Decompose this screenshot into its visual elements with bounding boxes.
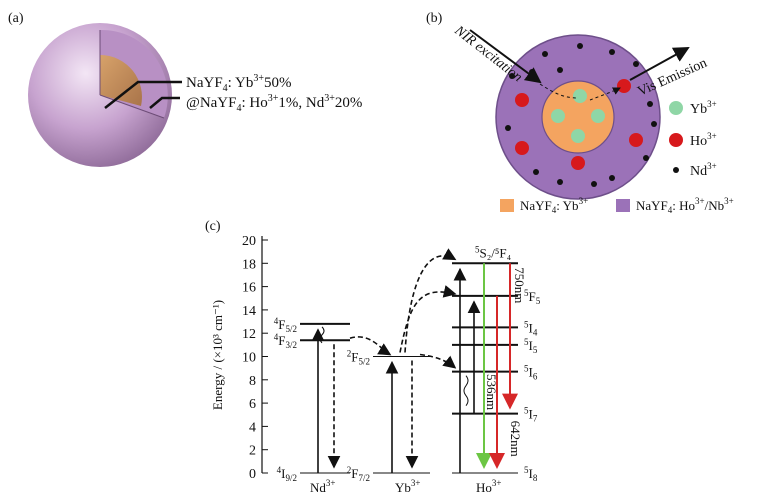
emission-label: 642nm bbox=[508, 421, 523, 457]
transfer-path-1 bbox=[539, 83, 579, 99]
y-tick-label: 8 bbox=[249, 374, 256, 389]
shell-pointer bbox=[149, 96, 180, 109]
vis-arrow bbox=[629, 47, 690, 81]
core-label: NaYF4: Yb3+50% bbox=[186, 73, 292, 94]
level-label: 2F5/2 bbox=[347, 349, 370, 367]
transfer-path-2 bbox=[589, 87, 621, 101]
panel-c: (c) 0 2 4 6 8 10 12 14 16 18 20 Energy / (×10³ cm⁻… bbox=[205, 219, 541, 495]
panel-c-tag: (c) bbox=[205, 219, 221, 234]
ho-ions bbox=[515, 79, 643, 170]
ho-nonradiative bbox=[463, 375, 469, 406]
core-pointer bbox=[104, 80, 182, 109]
y-tick-label: 14 bbox=[242, 304, 256, 319]
level-label: 5S₂/⁵F₄ bbox=[475, 244, 512, 260]
emission-label: 750nm bbox=[512, 267, 527, 303]
ion-legend: Yb3+ Ho3+ Nd3+ bbox=[669, 99, 717, 179]
yb-ho-transfer-2 bbox=[399, 285, 457, 353]
panel-a-tag: (a) bbox=[8, 11, 24, 26]
shell-label: @NaYF4: Ho3+1%, Nd3+20% bbox=[186, 93, 362, 114]
nir-arrow bbox=[469, 29, 542, 84]
level-label: 5I8 bbox=[524, 465, 538, 483]
y-tick-label: 16 bbox=[242, 281, 256, 296]
level-label: 5I5 bbox=[524, 337, 538, 355]
level-label: 2F7/2 bbox=[347, 465, 370, 483]
ion-label-nd: Nd3+ bbox=[310, 478, 335, 495]
core-region bbox=[541, 80, 615, 154]
yb-ho-transfer-3 bbox=[419, 353, 457, 369]
nd-yb-transfer bbox=[349, 336, 392, 356]
legend-yb-marker bbox=[669, 101, 683, 115]
panel-a: (a) NaYF4: Yb3+50% @NaYF4: Ho3+1%, Nd3+2… bbox=[8, 11, 362, 167]
y-tick-label: 4 bbox=[249, 420, 256, 435]
y-axis-label: Energy / (×10³ cm⁻¹) bbox=[210, 300, 225, 410]
level-label: 4F5/2 bbox=[274, 316, 297, 334]
level-label: 4I9/2 bbox=[277, 465, 297, 483]
ion-label-ho: Ho3+ bbox=[476, 478, 501, 495]
nd-nonradiative bbox=[319, 326, 325, 344]
nir-label: NIR excitation bbox=[451, 23, 525, 85]
y-tick-label: 10 bbox=[242, 351, 256, 366]
yb-ho-transfer-1 bbox=[404, 248, 457, 353]
y-tick-label: 12 bbox=[242, 327, 256, 342]
ion-label-yb: Yb3+ bbox=[395, 478, 420, 495]
legend-nd-marker bbox=[673, 167, 679, 173]
y-tick-label: 18 bbox=[242, 257, 256, 272]
level-label: 5I4 bbox=[524, 319, 538, 337]
legend-shell-swatch bbox=[616, 199, 630, 212]
level-label: 4F3/2 bbox=[274, 332, 297, 350]
y-tick-label: 0 bbox=[249, 467, 256, 482]
y-tick-label: 6 bbox=[249, 397, 256, 412]
legend-ho-marker bbox=[669, 133, 683, 147]
legend-core-label: NaYF4: Yb3+ bbox=[520, 196, 588, 215]
emission-label: 536nm bbox=[484, 374, 499, 410]
legend-yb-label: Yb3+ bbox=[690, 99, 717, 117]
legend-ho-label: Ho3+ bbox=[690, 131, 717, 149]
panel-b-tag: (b) bbox=[426, 11, 443, 26]
legend-core-swatch bbox=[500, 199, 514, 212]
y-tick-label: 20 bbox=[242, 234, 256, 249]
layer-legend: NaYF4: Yb3+ NaYF4: Ho3+/Nb3+ bbox=[500, 196, 734, 215]
level-label: 5I6 bbox=[524, 364, 538, 382]
legend-shell-label: NaYF4: Ho3+/Nb3+ bbox=[636, 196, 734, 215]
core-cutaway bbox=[100, 55, 142, 106]
legend-nd-label: Nd3+ bbox=[690, 161, 717, 179]
panel-b: (b) NIR excitation bbox=[426, 11, 734, 215]
transitions: 536nm 642nm 750nm bbox=[311, 248, 527, 473]
level-label: 5I7 bbox=[524, 406, 538, 424]
y-ticks: 0 2 4 6 8 10 12 14 16 18 20 bbox=[242, 234, 268, 482]
level-label: 5F5 bbox=[524, 288, 541, 306]
y-tick-label: 2 bbox=[249, 444, 256, 459]
yb-ions bbox=[551, 89, 605, 143]
